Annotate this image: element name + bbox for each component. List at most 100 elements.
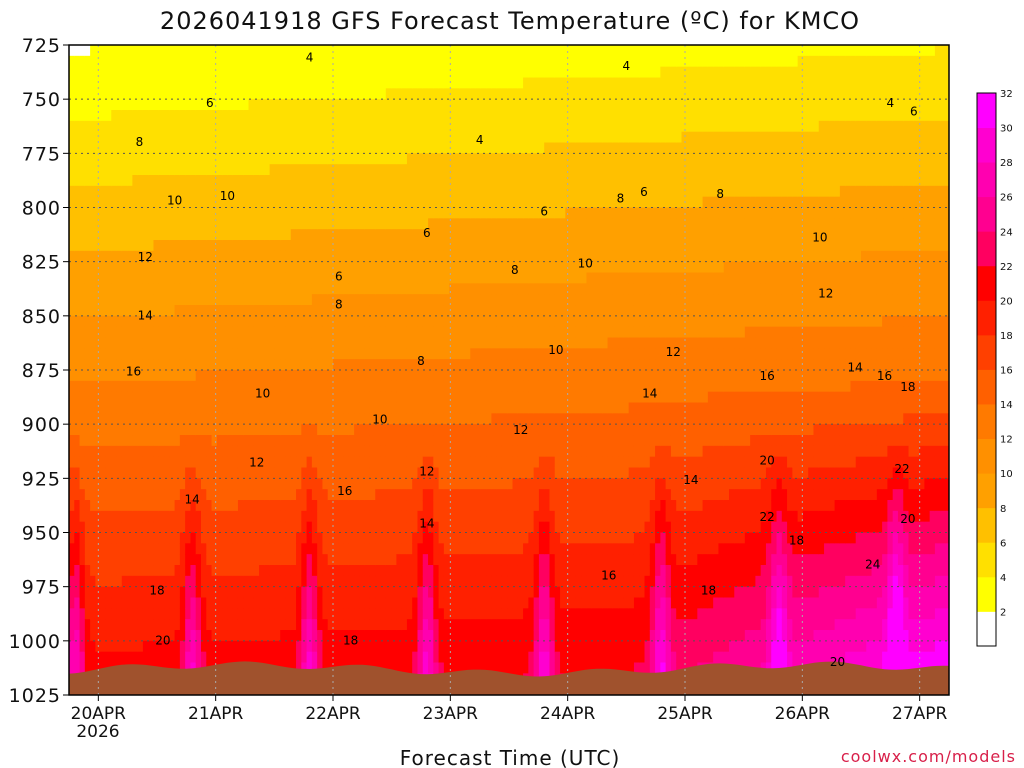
terrain-fill xyxy=(69,661,949,695)
contour-label: 20 xyxy=(155,633,170,647)
colorbar-label: 24 xyxy=(1000,227,1013,238)
contour-label: 26 xyxy=(1018,514,1024,528)
contour-label: 8 xyxy=(617,191,625,205)
contour-labels: 4 4 4 4 6 6 6 6 6 6 8 8 8 8 8 8 8 10 10 10 10 10 10 10 10 12 12 12 1… xyxy=(126,51,1024,670)
contour-label: 20 xyxy=(759,454,774,468)
colorbar-label: 12 xyxy=(1000,435,1013,446)
colorbar-label: 6 xyxy=(1000,538,1006,549)
contour-label: 12 xyxy=(666,345,681,359)
contour-label: 12 xyxy=(138,250,153,264)
contour-label: 8 xyxy=(511,263,519,277)
contour-label: 6 xyxy=(206,96,214,110)
contour-label: 10 xyxy=(578,256,593,270)
colorbar-swatch xyxy=(977,611,996,647)
x-tick-label: 20APR xyxy=(71,704,127,724)
contour-label: 14 xyxy=(138,308,153,322)
y-tick-label: 750 xyxy=(22,89,61,111)
colorbar-label: 8 xyxy=(1000,504,1006,515)
colorbar-swatch xyxy=(977,127,996,163)
x-tick-label: 23APR xyxy=(423,704,479,724)
y-tick-label: 775 xyxy=(22,143,61,165)
contour-label: 6 xyxy=(423,226,431,240)
colorbar-label: 18 xyxy=(1000,331,1013,342)
y-tick-label: 925 xyxy=(22,468,61,490)
contour-label: 8 xyxy=(417,354,425,368)
contour-label: 6 xyxy=(335,269,343,283)
contour-label: 10 xyxy=(220,189,235,203)
x-tick-label: 27APR xyxy=(892,704,948,724)
contour-label: 24 xyxy=(865,558,880,572)
y-tick-label: 875 xyxy=(22,360,61,382)
contour-label: 16 xyxy=(126,365,141,379)
colorbar-label: 30 xyxy=(1000,124,1013,135)
contour-label: 10 xyxy=(167,194,182,208)
contour-label: 4 xyxy=(887,96,895,110)
contour-label: 20 xyxy=(830,655,845,669)
colorbar-swatch xyxy=(977,334,996,370)
x-tick-label: 24APR xyxy=(540,704,596,724)
colorbar-label: 22 xyxy=(1000,262,1013,273)
y-tick-label: 850 xyxy=(22,306,61,328)
contour-label: 10 xyxy=(548,343,563,357)
contour-label: 16 xyxy=(877,369,892,383)
x-tick-label: 21APR xyxy=(188,704,244,724)
colorbar-swatch xyxy=(977,162,996,198)
contour-label: 10 xyxy=(812,230,827,244)
contour-label: 14 xyxy=(419,516,434,530)
x-axis-label: Forecast Time (UTC) xyxy=(400,746,621,768)
contour-label: 12 xyxy=(513,423,528,437)
contour-label: 14 xyxy=(683,473,698,487)
colorbar-swatch xyxy=(977,404,996,440)
contour-label: 6 xyxy=(640,185,648,199)
colorbar-swatch xyxy=(977,438,996,474)
contour-label: 4 xyxy=(306,51,314,65)
y-tick-label: 975 xyxy=(22,577,61,599)
x-year-label: 2026 xyxy=(76,722,119,742)
colorbar-swatch xyxy=(977,265,996,301)
contour-label: 8 xyxy=(136,135,144,149)
contour-label: 18 xyxy=(789,534,804,548)
contour-label: 4 xyxy=(623,59,631,73)
y-tick-label: 825 xyxy=(22,252,61,274)
contour-label: 18 xyxy=(343,633,358,647)
colorbar-swatch xyxy=(977,231,996,267)
colorbar-label: 28 xyxy=(1000,158,1013,169)
y-tick-label: 725 xyxy=(22,35,61,57)
contour-label: 6 xyxy=(910,105,918,119)
colorbar-swatch xyxy=(977,473,996,509)
colorbar-swatch xyxy=(977,576,996,612)
contour-label: 12 xyxy=(249,456,264,470)
contour-label: 14 xyxy=(642,386,657,400)
colorbar-swatch xyxy=(977,196,996,232)
chart-title: 2026041918 GFS Forecast Temperature (ºC)… xyxy=(160,7,860,35)
y-axis: 725 750 775 800 825 850 875 900 925 950 975 1000 102… xyxy=(9,35,69,707)
contour-label: 22 xyxy=(1012,458,1024,472)
contour-label: 28 xyxy=(1006,603,1021,617)
colorbar-label: 14 xyxy=(1000,400,1013,411)
contour-label: 14 xyxy=(1006,282,1021,296)
contour-label: 18 xyxy=(149,584,164,598)
colorbar-label: 26 xyxy=(1000,193,1013,204)
contour-label: 14 xyxy=(185,493,200,507)
contour-label: 16 xyxy=(759,369,774,383)
y-tick-label: 1025 xyxy=(9,685,61,707)
colorbar-frame xyxy=(976,92,997,647)
contour-label: 16 xyxy=(601,568,616,582)
colorbar-label: 2 xyxy=(1000,607,1006,618)
colorbar-swatch xyxy=(977,542,996,578)
contour-label: 12 xyxy=(419,464,434,478)
colorbar-swatch xyxy=(977,93,996,128)
contour-label: 18 xyxy=(1000,380,1015,394)
colorbar-label: 32 xyxy=(1000,89,1013,100)
contour-label: 22 xyxy=(759,510,774,524)
contour-label: 8 xyxy=(716,187,724,201)
contour-label: 8 xyxy=(335,298,343,312)
colorbar-swatch xyxy=(977,369,996,405)
y-tick-label: 950 xyxy=(22,523,61,545)
credit-text: coolwx.com/models xyxy=(841,747,1016,766)
y-tick-label: 900 xyxy=(22,414,61,436)
contour-label: 22 xyxy=(894,462,909,476)
colorbar-swatch xyxy=(977,300,996,336)
